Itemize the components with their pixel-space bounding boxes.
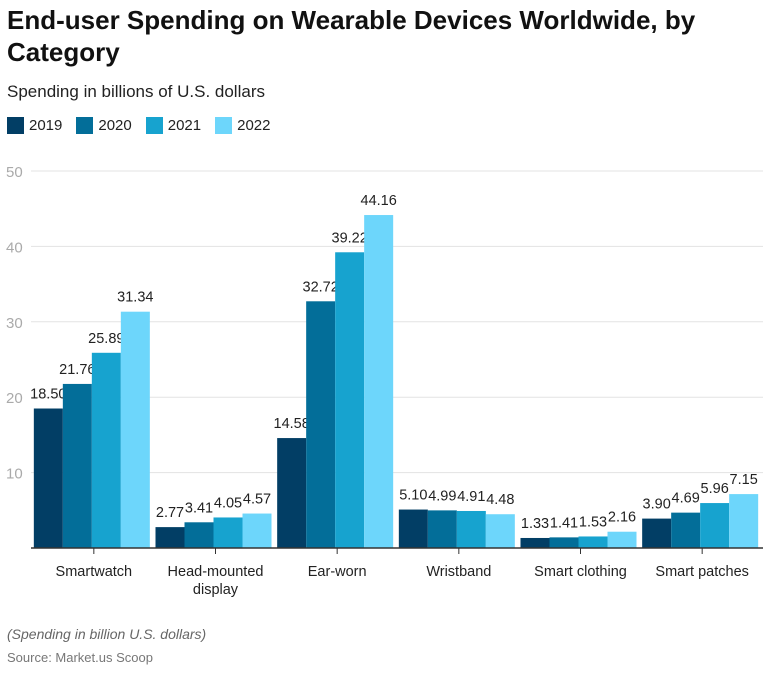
data-label: 18.50 <box>30 387 66 403</box>
legend-item: 2019 <box>7 117 62 134</box>
data-label: 4.57 <box>243 492 271 508</box>
data-label: 3.41 <box>185 500 213 516</box>
data-label: 14.58 <box>274 416 310 432</box>
legend-swatch <box>215 117 233 134</box>
chart-note: (Spending in billion U.S. dollars) <box>7 626 207 642</box>
data-label: 44.16 <box>361 193 397 209</box>
legend-item: 2020 <box>76 117 132 134</box>
data-label: 2.77 <box>156 505 184 521</box>
bar <box>242 513 272 548</box>
x-tick-label: display <box>193 582 239 598</box>
data-label: 3.90 <box>643 497 671 513</box>
x-tick-label: Smart patches <box>655 564 749 580</box>
legend-label: 2019 <box>29 117 63 134</box>
bar <box>155 527 185 548</box>
legend-swatch <box>7 117 24 134</box>
data-label: 5.96 <box>701 481 729 497</box>
y-tick-label: 40 <box>6 239 23 256</box>
chart-subtitle: Spending in billions of U.S. dollars <box>7 82 265 101</box>
data-label: 1.41 <box>550 515 578 531</box>
bar <box>671 512 701 548</box>
data-label: 4.91 <box>457 489 485 505</box>
data-label: 7.15 <box>730 472 758 488</box>
bar <box>700 503 730 548</box>
bar <box>364 215 394 548</box>
legend-label: 2020 <box>98 117 132 134</box>
data-label: 2.16 <box>608 510 636 526</box>
bar <box>306 301 336 548</box>
data-label: 1.33 <box>521 516 549 532</box>
legend-item: 2021 <box>145 117 202 134</box>
data-label: 21.76 <box>59 362 95 378</box>
data-label: 4.69 <box>672 491 700 507</box>
y-tick-label: 10 <box>6 466 23 483</box>
chart-source: Source: Market.us Scoop <box>7 650 153 665</box>
data-label: 32.72 <box>303 279 339 295</box>
y-tick-label: 30 <box>6 315 23 332</box>
legend: 2019 2020 2021 2022 <box>7 117 271 134</box>
bar <box>398 509 428 548</box>
bar <box>642 518 672 548</box>
data-label: 25.89 <box>88 331 124 347</box>
y-tick-label: 20 <box>6 390 23 407</box>
x-tick-label: Smartwatch <box>56 564 133 580</box>
chart-title: End-user Spending on Wearable Devices Wo… <box>7 5 696 67</box>
data-label: 4.48 <box>486 492 514 508</box>
bar <box>91 352 121 548</box>
legend-swatch <box>145 117 163 134</box>
bar <box>427 510 457 548</box>
data-label: 1.53 <box>579 514 607 530</box>
data-label: 31.34 <box>117 290 153 306</box>
x-tick-label: Wristband <box>426 564 491 580</box>
bar <box>33 408 63 548</box>
x-tick-label: Ear-worn <box>308 564 367 580</box>
bar <box>335 252 365 549</box>
bar <box>729 494 759 548</box>
bar <box>213 517 243 548</box>
data-label: 4.99 <box>428 488 456 504</box>
bar <box>277 438 307 548</box>
data-label: 4.05 <box>214 495 242 511</box>
data-label: 5.10 <box>399 488 427 504</box>
x-tick-label: Smart clothing <box>534 564 627 580</box>
y-tick-label: 50 <box>6 164 23 181</box>
bar <box>184 522 214 548</box>
bar <box>485 514 515 548</box>
bar <box>120 311 150 548</box>
bar <box>456 510 486 548</box>
bar <box>62 383 92 548</box>
data-label: 39.22 <box>332 230 368 246</box>
legend-item: 2022 <box>215 117 271 134</box>
legend-label: 2021 <box>167 117 202 134</box>
bar <box>607 531 637 548</box>
bar <box>549 537 579 548</box>
bar <box>520 537 550 548</box>
legend-label: 2022 <box>237 117 271 134</box>
x-tick-label: Head-mounted <box>168 564 264 580</box>
legend-swatch <box>76 117 94 134</box>
bar <box>578 536 608 548</box>
